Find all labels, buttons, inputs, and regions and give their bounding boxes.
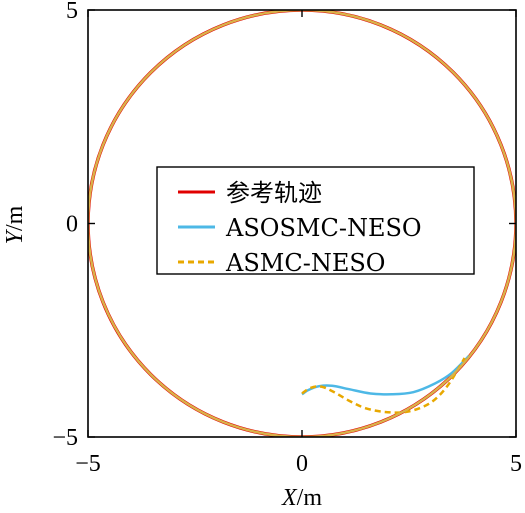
tick-labels: −5 0 5 5 0 −5 [52, 0, 522, 477]
y-tick-label: −5 [52, 425, 78, 451]
y-axis-label: Y/m [2, 205, 28, 244]
x-tick-label: −5 [75, 451, 101, 477]
series-2-line [301, 357, 466, 414]
series-1-line [301, 354, 470, 396]
x-tick-label: 0 [296, 451, 308, 477]
y-tick-label: 0 [66, 212, 78, 238]
y-tick-label: 5 [66, 0, 78, 24]
legend-label-1: ASOSMC-NESO [225, 214, 422, 242]
legend-label-0: 参考轨迹 [226, 179, 322, 207]
legend-box [156, 166, 475, 275]
plot-area [88, 10, 516, 437]
axes [87, 9, 517, 438]
x-axis-label: X/m [281, 485, 322, 511]
legend: 参考轨迹 ASOSMC-NESO ASMC-NESO [156, 166, 475, 277]
legend-label-2: ASMC-NESO [225, 249, 385, 277]
x-tick-label: 5 [510, 451, 522, 477]
